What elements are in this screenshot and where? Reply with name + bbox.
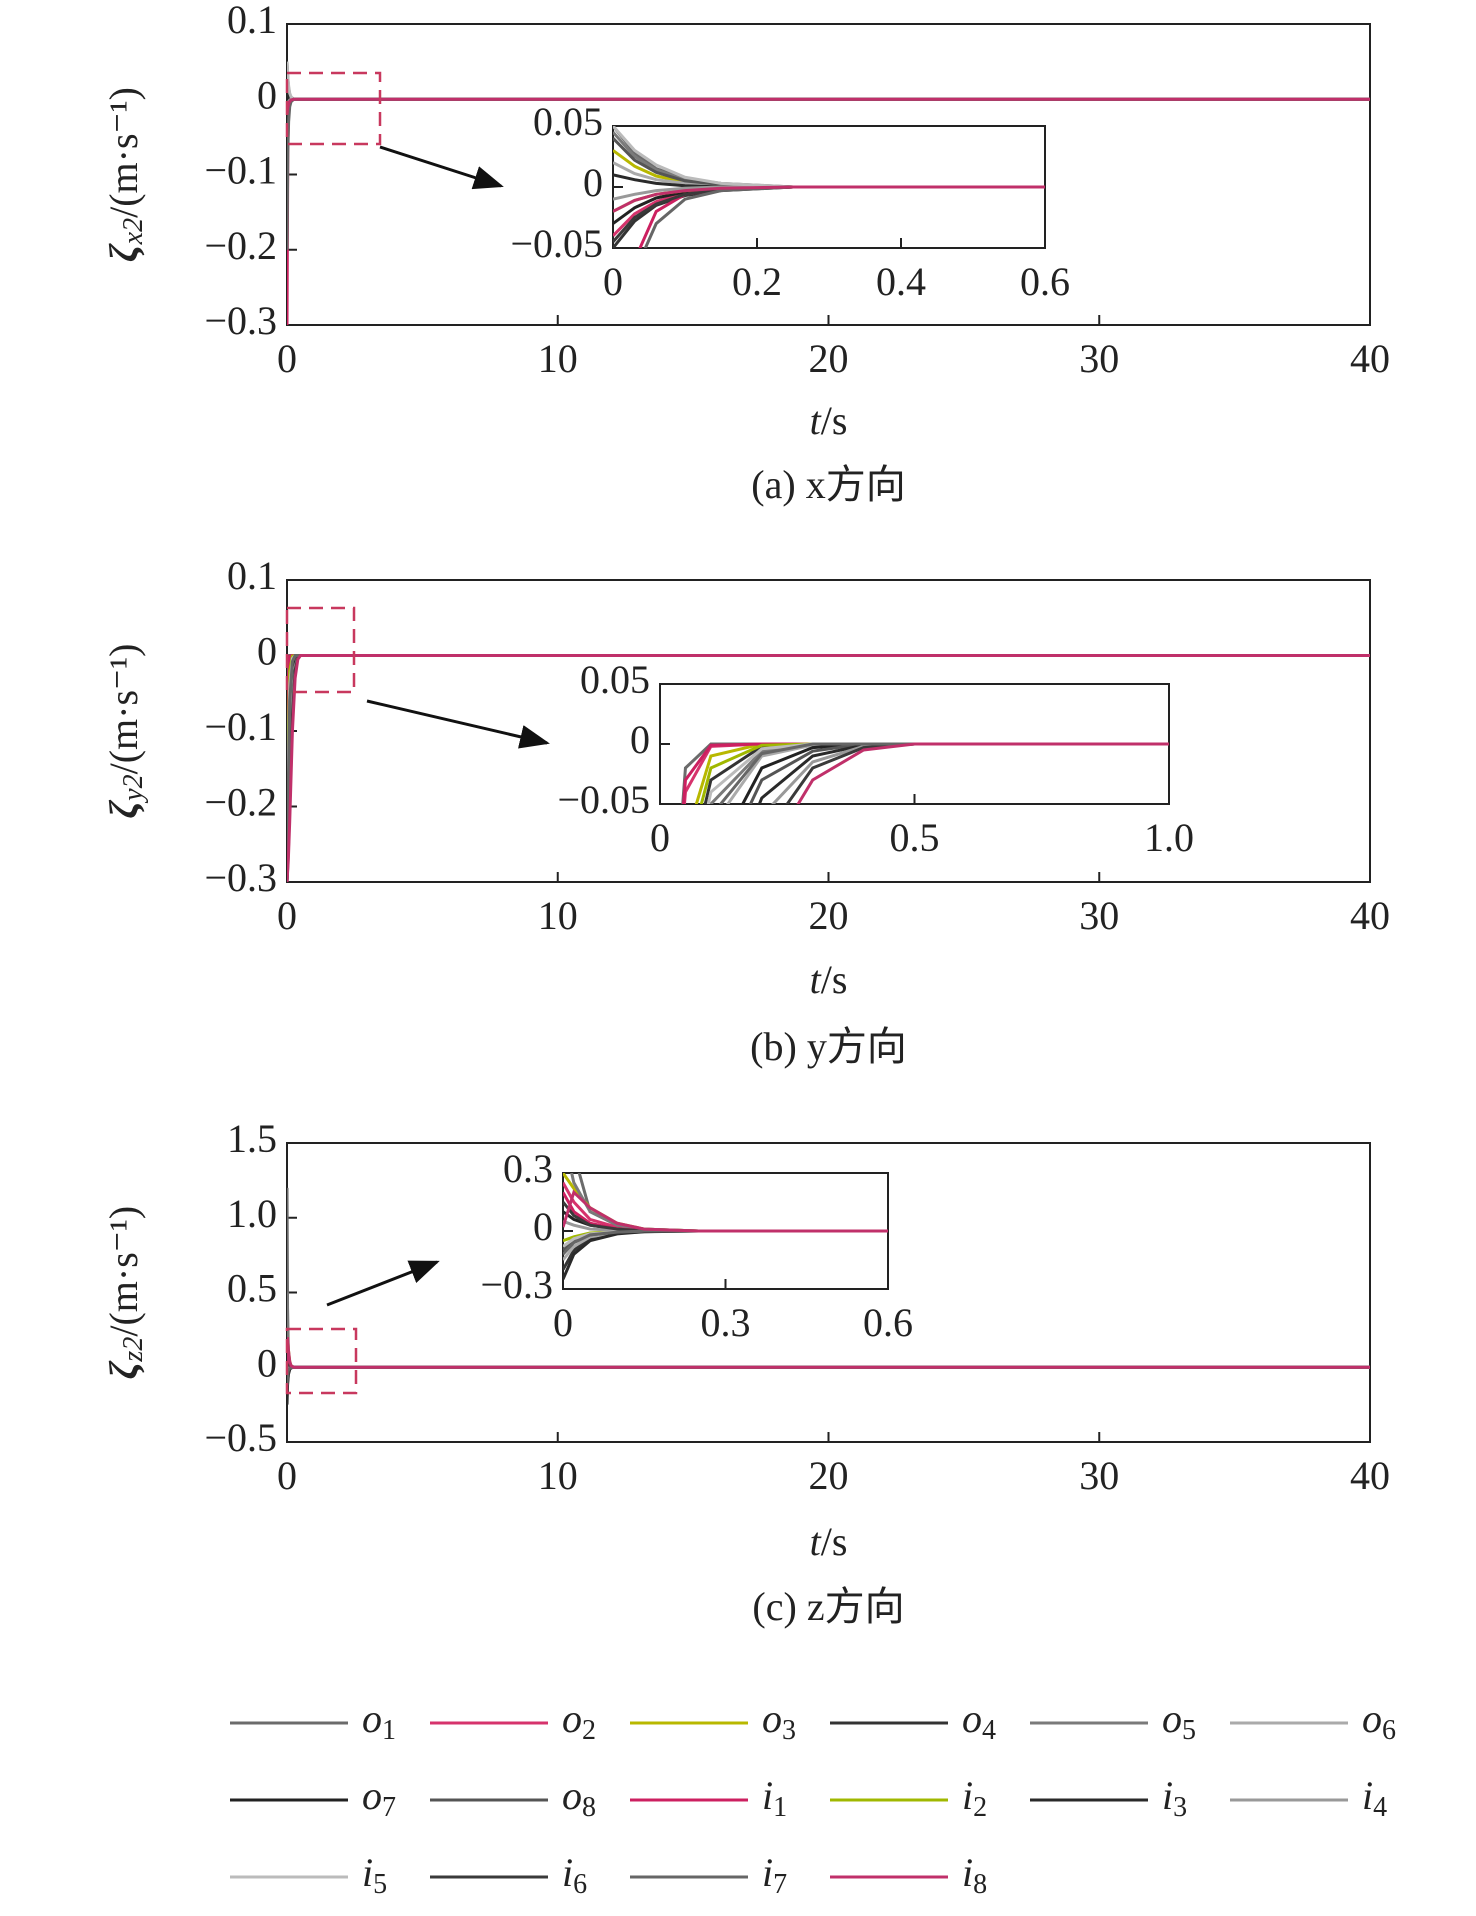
y-tick-label: 0.1 xyxy=(227,553,277,598)
y-tick-label: −0.1 xyxy=(204,704,277,749)
zoom-arrow xyxy=(379,145,504,190)
series-line xyxy=(613,185,1045,213)
y-tick-label: −0.3 xyxy=(204,298,277,343)
caption: (b) y方向 xyxy=(750,1024,907,1069)
x-tick-label: 0.4 xyxy=(876,259,926,304)
series-group xyxy=(613,126,1045,248)
series-group xyxy=(563,1173,888,1280)
x-tick-label: 40 xyxy=(1350,893,1390,938)
x-axis-label: t/s xyxy=(810,1519,848,1564)
y-tick-label: −0.2 xyxy=(204,780,277,825)
legend-label: o4 xyxy=(962,1696,996,1746)
y-tick-label: 0.3 xyxy=(503,1146,553,1191)
y-tick-label: 0.05 xyxy=(533,99,603,144)
x-tick-label: 10 xyxy=(538,336,578,381)
x-tick-label: 0 xyxy=(277,1453,297,1498)
x-tick-label: 1.0 xyxy=(1144,815,1194,860)
legend-label: i5 xyxy=(362,1850,387,1900)
legend-label: i3 xyxy=(1162,1773,1187,1823)
y-tick-label: 0 xyxy=(630,717,650,762)
y-tick-label: −0.05 xyxy=(557,777,650,822)
legend-label: i8 xyxy=(962,1850,987,1900)
legend-label: i4 xyxy=(1362,1773,1387,1823)
x-tick-label: 0 xyxy=(650,815,670,860)
legend-label: o5 xyxy=(1162,1696,1196,1746)
x-tick-label: 0 xyxy=(553,1300,573,1345)
x-tick-label: 0 xyxy=(603,259,623,304)
y-tick-label: 1.5 xyxy=(227,1116,277,1161)
x-tick-label: 20 xyxy=(809,336,849,381)
zoom-box xyxy=(285,1327,358,1395)
y-tick-label: 0.5 xyxy=(227,1266,277,1311)
x-tick-label: 40 xyxy=(1350,336,1390,381)
series-line xyxy=(287,654,1370,882)
y-tick-label: −0.1 xyxy=(204,148,277,193)
legend-label: i7 xyxy=(762,1850,787,1900)
y-tick-label: −0.5 xyxy=(204,1415,277,1460)
x-tick-label: 0.5 xyxy=(890,815,940,860)
legend-label: i2 xyxy=(962,1773,987,1823)
y-tick-label: 1.0 xyxy=(227,1191,277,1236)
zoom-box xyxy=(285,71,382,146)
x-tick-label: 30 xyxy=(1079,336,1119,381)
legend-label: o7 xyxy=(362,1773,396,1823)
y-tick-label: 0 xyxy=(257,629,277,674)
series-group xyxy=(287,654,1370,882)
x-tick-label: 0.6 xyxy=(863,1300,913,1345)
legend-label: i1 xyxy=(762,1773,787,1823)
x-axis-label: t/s xyxy=(810,398,848,443)
zoom-box xyxy=(285,606,356,694)
x-tick-label: 0 xyxy=(277,893,297,938)
x-axis-label: t/s xyxy=(810,957,848,1002)
caption: (c) z方向 xyxy=(752,1584,904,1629)
y-tick-label: 0.05 xyxy=(580,657,650,702)
legend-label: o1 xyxy=(362,1696,396,1746)
zoom-arrow xyxy=(326,1260,440,1307)
y-tick-label: −0.3 xyxy=(204,855,277,900)
series-group xyxy=(681,742,1169,804)
x-tick-label: 30 xyxy=(1079,893,1119,938)
y-tick-label: −0.3 xyxy=(480,1262,553,1307)
legend-label: i6 xyxy=(562,1850,587,1900)
y-tick-label: 0.1 xyxy=(227,0,277,42)
y-axis-label: ζy2/(m·s⁻¹) xyxy=(101,644,149,819)
caption: (a) x方向 xyxy=(751,462,905,507)
legend-label: o3 xyxy=(762,1696,796,1746)
y-axis-label: ζx2/(m·s⁻¹) xyxy=(101,87,149,262)
y-tick-label: −0.2 xyxy=(204,223,277,268)
legend-label: o8 xyxy=(562,1773,596,1823)
x-tick-label: 20 xyxy=(809,1453,849,1498)
series-line xyxy=(796,742,1169,804)
y-tick-label: 0 xyxy=(583,160,603,205)
x-tick-label: 0.3 xyxy=(701,1300,751,1345)
zoom-arrow xyxy=(366,699,550,749)
x-tick-label: 20 xyxy=(809,893,849,938)
y-tick-label: 0 xyxy=(533,1204,553,1249)
y-axis-label: ζz2/(m·s⁻¹) xyxy=(101,1206,149,1379)
x-tick-label: 0.2 xyxy=(732,259,782,304)
x-tick-label: 0.6 xyxy=(1020,259,1070,304)
x-tick-label: 0 xyxy=(277,336,297,381)
y-tick-label: 0 xyxy=(257,72,277,117)
y-tick-label: −0.05 xyxy=(510,221,603,266)
legend-label: o6 xyxy=(1362,1696,1396,1746)
legend-label: o2 xyxy=(562,1696,596,1746)
x-tick-label: 40 xyxy=(1350,1453,1390,1498)
x-tick-label: 30 xyxy=(1079,1453,1119,1498)
y-tick-label: 0 xyxy=(257,1340,277,1385)
x-tick-label: 10 xyxy=(538,893,578,938)
series-line xyxy=(563,1189,888,1233)
x-tick-label: 10 xyxy=(538,1453,578,1498)
